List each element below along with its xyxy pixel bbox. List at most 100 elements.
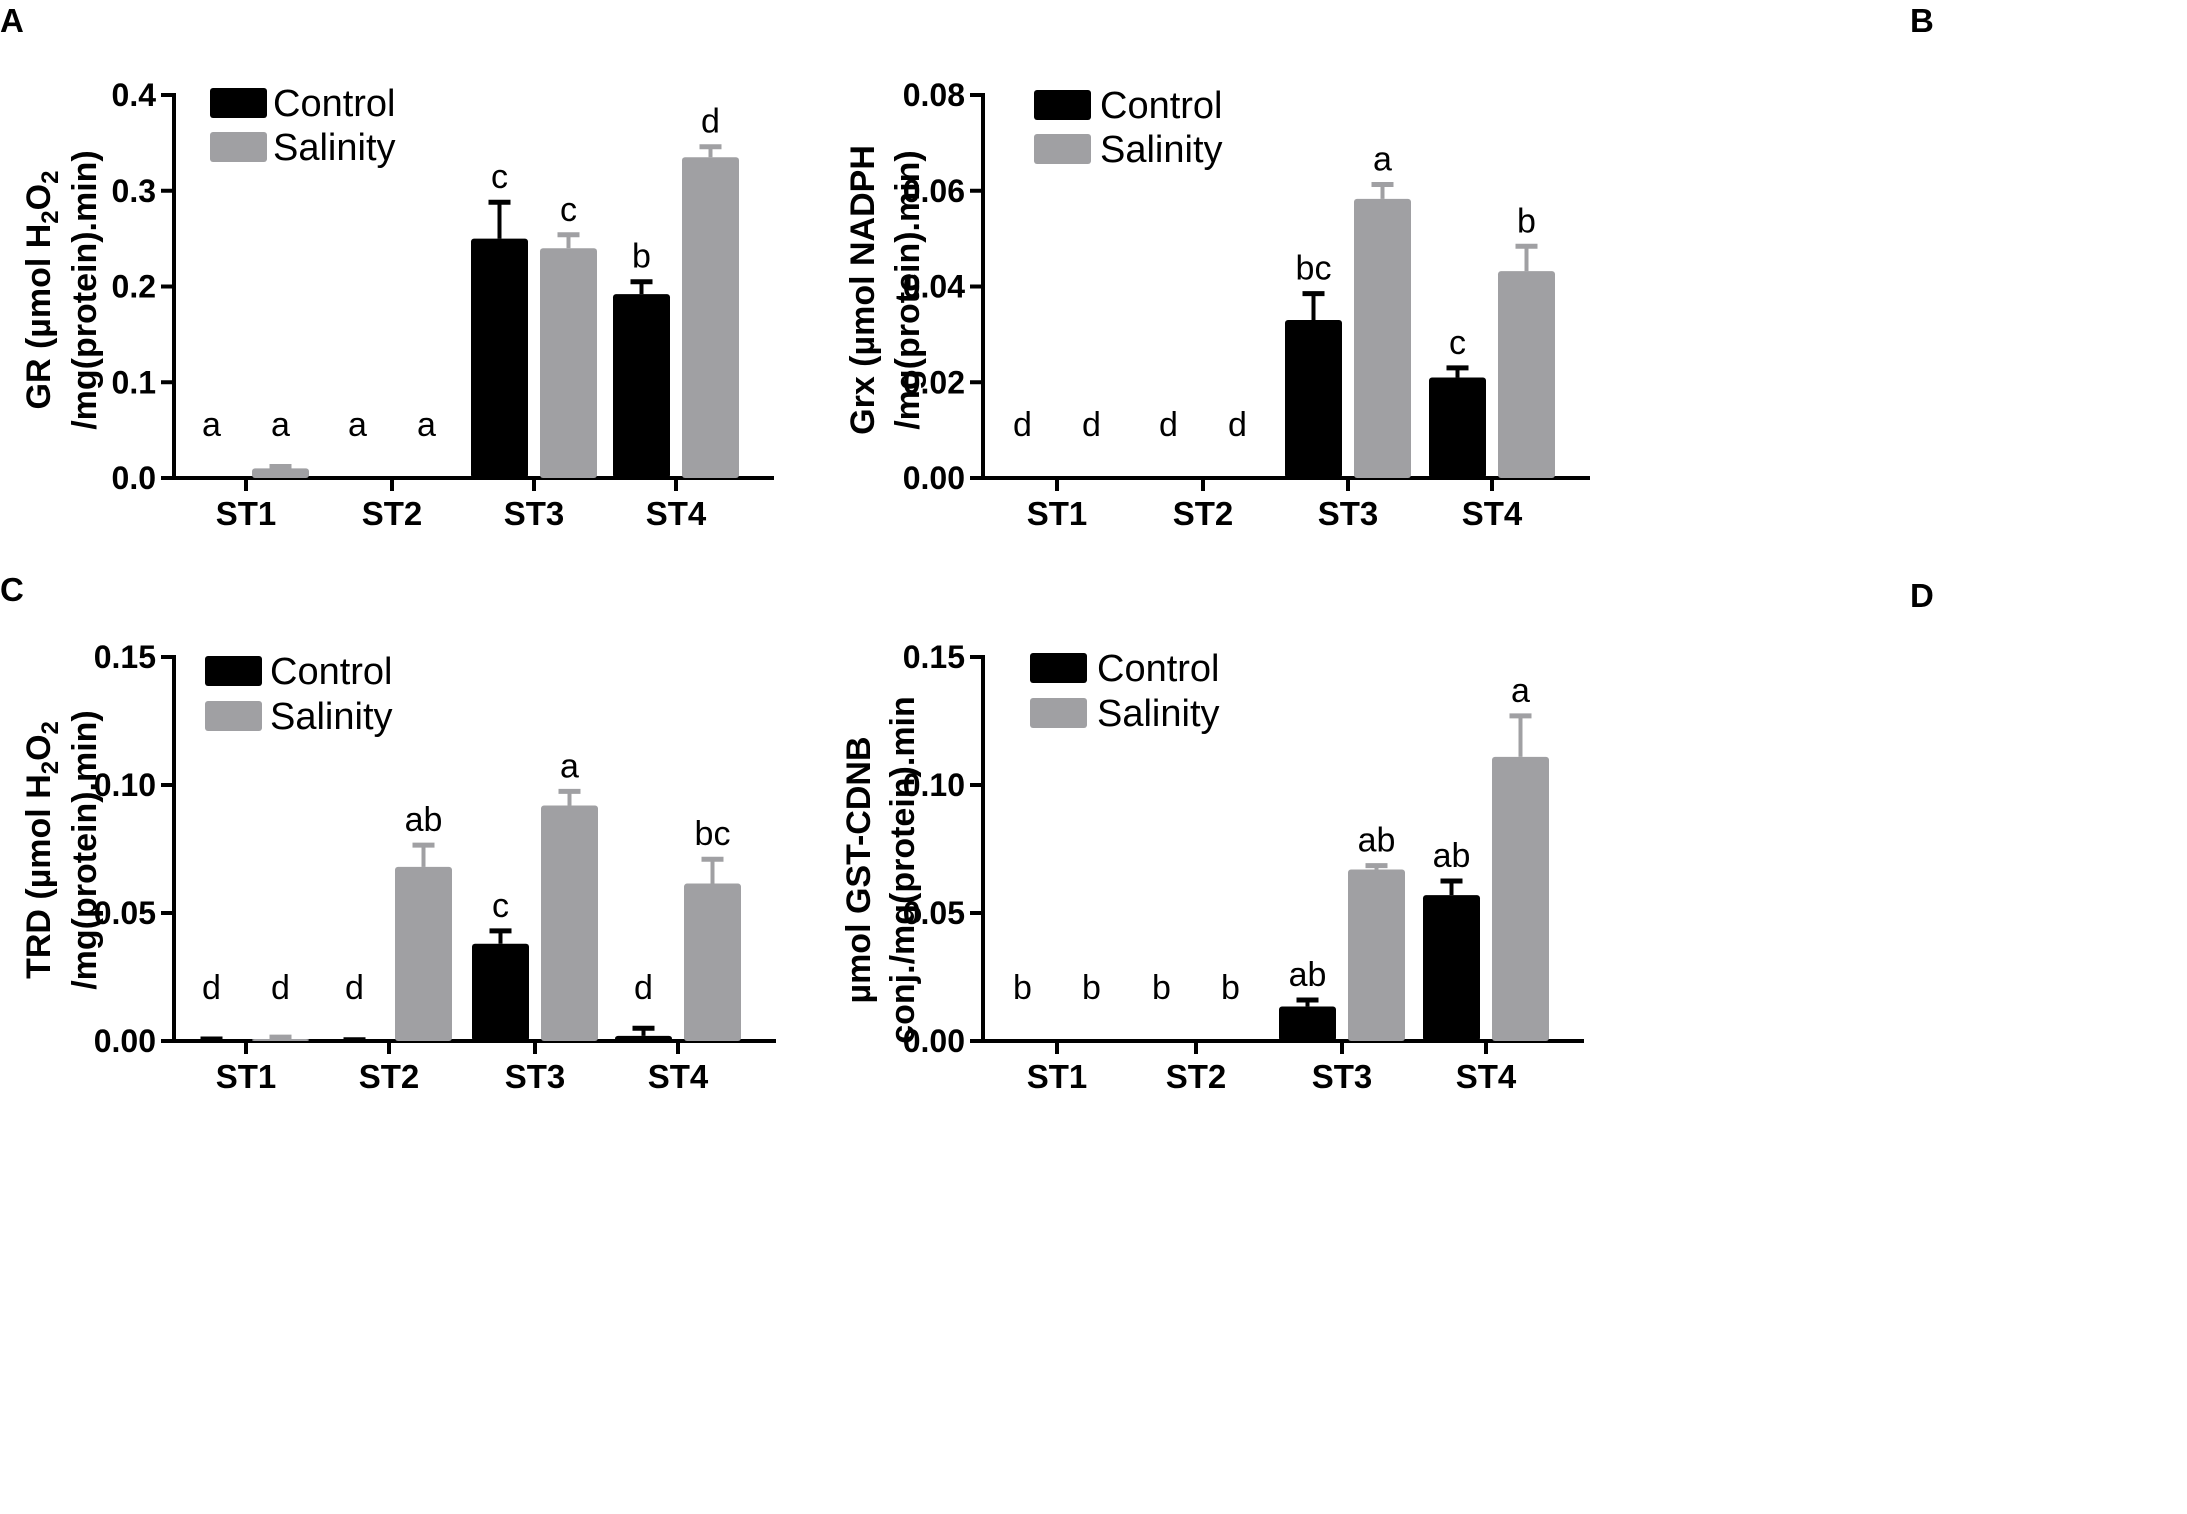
bar-salinity-st3 xyxy=(540,248,597,478)
x-tick-label: ST4 xyxy=(1456,1058,1517,1095)
panel-b-y-axis-title-line2: /mg(protein).min) xyxy=(889,150,927,430)
legend-label-salinity: Salinity xyxy=(273,127,396,169)
significance-label: b xyxy=(1013,969,1032,1007)
bar-control-st3 xyxy=(472,943,529,1041)
significance-label: a xyxy=(202,406,221,444)
bar-salinity-st3 xyxy=(1348,869,1405,1041)
y-tick-label: 0.08 xyxy=(903,77,965,113)
significance-label: c xyxy=(491,158,508,196)
chart-root: B 0.00 0.02 0.04 0.06 0.08 ST1 ST2 ST3 ST4 d d bc c d d… xyxy=(844,2,1934,532)
y-tick-label: 0.4 xyxy=(112,77,157,113)
y-tick-label: 0.10 xyxy=(903,767,965,803)
y-tick-label: 0.00 xyxy=(94,1023,156,1059)
chart-svg-a: A 0.0 0.1 0.2 0.3 0.4 ST1 ST2 ST3 ST4 a a c b a a c d Cont… xyxy=(0,2,774,532)
chart-svg-b: B 0.00 0.02 0.04 0.06 0.08 ST1 ST2 ST3 ST4 d d bc c d d… xyxy=(844,2,1934,532)
significance-label: d xyxy=(1228,406,1247,444)
panel-d-y-axis-title-line2: conj./mg(protein).min xyxy=(884,696,922,1044)
significance-label: bc xyxy=(695,815,731,853)
legend-swatch-control xyxy=(205,656,262,686)
significance-label: ab xyxy=(1358,822,1396,860)
significance-label: a xyxy=(417,406,436,444)
panel-a-y-axis-title-line1: GR (µmol H2O2 xyxy=(20,171,64,410)
bar-salinity-st4 xyxy=(1492,756,1549,1041)
x-tick-label: ST2 xyxy=(1173,495,1234,532)
y-tick-label: 0.3 xyxy=(112,173,156,209)
significance-label: a xyxy=(1373,141,1392,179)
legend-swatch-salinity xyxy=(1034,134,1091,164)
bar-salinity-st4 xyxy=(684,883,741,1041)
x-tick-label: ST2 xyxy=(362,495,423,532)
panel-d-letter: D xyxy=(1910,577,1934,614)
significance-label: d xyxy=(1013,406,1032,444)
y-tick-label: 0.15 xyxy=(903,639,965,675)
significance-label: ab xyxy=(405,801,443,839)
x-tick-label: ST1 xyxy=(216,495,277,532)
significance-label: ab xyxy=(1289,956,1327,994)
panel-a-y-axis-title-line2: /mg(protein).min) xyxy=(66,150,104,430)
chart-panel-b: B 0.00 0.02 0.04 0.06 0.08 ST1 ST2 ST3 ST4 d d bc c d d… xyxy=(844,0,2186,757)
bar-salinity-st3 xyxy=(1354,198,1411,479)
significance-label: b xyxy=(632,238,651,276)
y-tick-label: 0.15 xyxy=(94,639,156,675)
significance-label: d xyxy=(701,103,720,141)
legend-label-salinity: Salinity xyxy=(270,696,393,738)
significance-label: b xyxy=(1221,969,1240,1007)
significance-label: a xyxy=(1511,672,1530,710)
significance-label: bc xyxy=(1296,250,1332,288)
chart-root: C 0.00 0.05 0.10 0.15 ST1 ST2 ST3 ST4 d d c d d ab a bc C… xyxy=(0,571,776,1095)
significance-label: a xyxy=(271,406,290,444)
panel-d-y-axis-title-line1: µmol GST-CDNB xyxy=(840,736,878,1003)
bar-control-st4 xyxy=(1423,895,1480,1041)
x-tick-label: ST3 xyxy=(1312,1058,1373,1095)
legend-swatch-salinity xyxy=(210,132,267,162)
y-tick-label: 0.0 xyxy=(112,460,156,496)
legend-label-salinity: Salinity xyxy=(1097,693,1220,735)
significance-label: ab xyxy=(1433,837,1471,875)
y-tick-label: 0.06 xyxy=(903,173,965,209)
legend-swatch-control xyxy=(210,88,267,118)
y-tick-label: 0.1 xyxy=(112,364,156,400)
y-tick-label: 0.00 xyxy=(903,1023,965,1059)
y-tick-label: 0.00 xyxy=(903,460,965,496)
significance-label: b xyxy=(1082,969,1101,1007)
chart-panel-d: D 0.00 0.05 0.10 0.15 ST1 ST2 ST3 ST4 b b ab ab b b ab a… xyxy=(840,577,2186,1514)
significance-label: c xyxy=(560,191,577,229)
x-tick-label: ST4 xyxy=(646,495,707,532)
bar-salinity-st1 xyxy=(252,468,309,478)
y-tick-label: 0.05 xyxy=(903,895,965,931)
x-tick-label: ST1 xyxy=(1027,1058,1088,1095)
significance-label: d xyxy=(1082,406,1101,444)
x-tick-label: ST3 xyxy=(505,1058,566,1095)
significance-label: c xyxy=(492,887,509,925)
significance-label: d xyxy=(634,969,653,1007)
x-tick-label: ST3 xyxy=(1318,495,1379,532)
y-tick-label: 0.10 xyxy=(94,767,156,803)
x-tick-label: ST2 xyxy=(359,1058,420,1095)
bar-salinity-st4 xyxy=(1498,271,1555,478)
y-tick-label: 0.2 xyxy=(112,269,156,305)
panel-a-letter: A xyxy=(0,2,24,39)
x-tick-label: ST3 xyxy=(504,495,565,532)
significance-label: d xyxy=(345,969,364,1007)
significance-label: c xyxy=(1449,324,1466,362)
bar-control-st4 xyxy=(613,294,670,478)
legend-label-control: Control xyxy=(273,83,396,125)
panel-c-y-axis-title-line1: TRD (µmol H2O2 xyxy=(20,721,64,979)
bar-control-st4 xyxy=(615,1035,672,1041)
panel-b-letter: B xyxy=(1910,2,1934,39)
x-tick-label: ST2 xyxy=(1166,1058,1227,1095)
legend-label-salinity: Salinity xyxy=(1100,129,1223,171)
legend-label-control: Control xyxy=(1100,85,1223,127)
panel-b-y-axis-title-line1: Grx (µmol NADPH xyxy=(844,145,882,435)
significance-label: d xyxy=(1159,406,1178,444)
chart-svg-c: C 0.00 0.05 0.10 0.15 ST1 ST2 ST3 ST4 d d c d d ab a bc C… xyxy=(0,571,776,1095)
bar-salinity-st2 xyxy=(395,866,452,1041)
legend-label-control: Control xyxy=(1097,648,1220,690)
significance-label: b xyxy=(1517,202,1536,240)
bar-control-st3 xyxy=(471,238,528,478)
